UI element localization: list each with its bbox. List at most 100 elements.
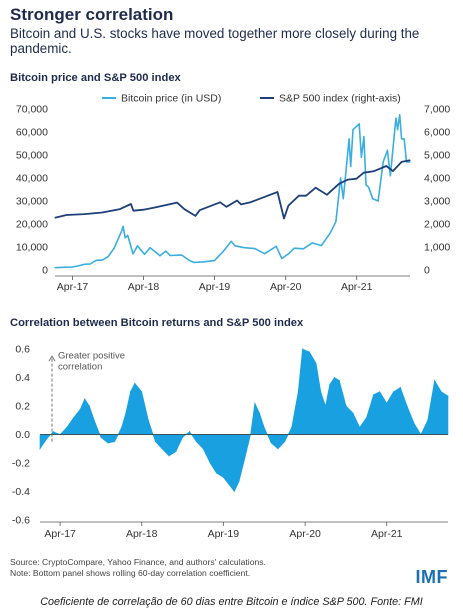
sp500-point <box>119 208 121 210</box>
correlation-point <box>447 395 449 397</box>
correlation-point <box>195 441 197 443</box>
sp500-point <box>385 165 387 167</box>
bitcoin-point <box>234 245 236 247</box>
bitcoin-point <box>122 225 124 227</box>
bitcoin-point <box>302 248 304 250</box>
correlation-point <box>277 448 279 450</box>
correlation-point <box>154 441 156 443</box>
correlation-point <box>329 384 331 386</box>
y-right-tick-label: 0 <box>424 265 430 277</box>
sp500-point <box>130 203 132 205</box>
bitcoin-point <box>329 232 331 234</box>
sp500-point <box>298 195 300 197</box>
correlation-point <box>238 481 240 482</box>
correlation-point <box>233 491 235 492</box>
correlation-point <box>325 405 326 407</box>
figure-caption: Coeficiente de correlação de 60 dias ent… <box>40 596 423 608</box>
sp500-point <box>326 194 328 196</box>
sp500-point <box>249 201 251 203</box>
annotation-arrowhead <box>48 355 56 362</box>
correlation-point <box>52 431 54 433</box>
y-left-tick-label: 40,000 <box>16 173 48 185</box>
x-tick-label: Apr-19 <box>199 281 231 293</box>
correlation-point <box>345 405 347 407</box>
note-text: Note: Bottom panel shows rolling 60-day … <box>10 568 251 578</box>
bitcoin-point <box>202 261 204 263</box>
bitcoin-point <box>165 250 167 252</box>
sp500-point <box>240 203 242 205</box>
bitcoin-point <box>169 254 171 257</box>
bitcoin-point <box>399 114 401 116</box>
sp500-point <box>142 209 145 211</box>
sp500-point <box>54 217 56 219</box>
bitcoin-point <box>360 156 362 158</box>
correlation-point <box>427 419 429 421</box>
bitcoin-point <box>222 251 224 253</box>
correlation-point <box>130 391 131 393</box>
correlation-point <box>413 422 415 424</box>
bitcoin-point <box>358 123 360 125</box>
y-tick-label: -0.4 <box>12 486 30 498</box>
y-tick-label: 0.2 <box>15 401 30 413</box>
bitcoin-point <box>320 245 322 247</box>
correlation-point <box>302 348 303 350</box>
correlation-point <box>379 391 381 393</box>
bitcoin-point <box>382 161 384 163</box>
correlation-area <box>39 348 449 493</box>
x-tick-label: Apr-17 <box>44 528 76 540</box>
bitcoin-point <box>83 263 85 265</box>
bitcoin-point <box>372 198 374 200</box>
correlation-point <box>308 351 310 353</box>
correlation-point <box>254 402 256 404</box>
bitcoin-point <box>342 198 344 200</box>
correlation-point <box>320 391 322 393</box>
correlation-point <box>121 426 123 428</box>
bitcoin-point <box>65 266 68 268</box>
correlation-point <box>259 412 260 414</box>
bitcoin-point <box>394 126 396 128</box>
correlation-point <box>406 405 408 407</box>
bitcoin-point <box>71 266 74 268</box>
y-left-tick-label: 60,000 <box>16 127 48 139</box>
y-left-tick-label: 10,000 <box>16 242 48 254</box>
correlation-point <box>39 448 41 450</box>
bitcoin-point <box>363 136 365 138</box>
y-right-tick-label: 1,000 <box>424 242 450 254</box>
correlation-point <box>134 382 136 384</box>
bitcoin-point <box>401 138 403 140</box>
chart-subtitle: Bitcoin and U.S. stocks have moved toget… <box>10 26 420 56</box>
bitcoin-point <box>136 245 139 247</box>
sp500-point <box>401 161 403 163</box>
sp500-point <box>101 211 103 214</box>
correlation-point <box>440 391 442 393</box>
x-tick-label: Apr-20 <box>289 528 321 540</box>
bitcoin-point <box>281 257 283 260</box>
correlation-point <box>291 426 293 428</box>
bitcoin-point <box>193 261 195 263</box>
x-tick-label: Apr-17 <box>57 281 89 293</box>
annotation-text: Greater positive <box>58 350 125 361</box>
bitcoin-point <box>293 247 295 249</box>
y-right-tick-label: 5,000 <box>424 150 450 162</box>
sp500-point <box>347 179 349 181</box>
sp500-point <box>176 202 178 204</box>
sp500-point <box>236 199 238 202</box>
chart-title: Stronger correlation <box>10 5 174 24</box>
bitcoin-point <box>159 255 161 257</box>
sp500-point <box>276 191 279 193</box>
correlation-point <box>141 391 143 393</box>
sp500-point <box>315 187 317 189</box>
bitcoin-point <box>77 265 79 267</box>
correlation-point <box>434 379 436 381</box>
bitcoin-point <box>230 240 232 242</box>
sp500-point <box>373 170 375 172</box>
bitcoin-point <box>243 247 245 249</box>
panel1-title: Bitcoin price and S&P 500 index <box>10 72 181 84</box>
sp500-point <box>267 195 269 197</box>
sp500-point <box>283 217 285 220</box>
bitcoin-point <box>188 259 190 261</box>
sp500-point <box>287 205 289 207</box>
correlation-point <box>175 451 177 453</box>
bitcoin-point <box>377 200 379 202</box>
